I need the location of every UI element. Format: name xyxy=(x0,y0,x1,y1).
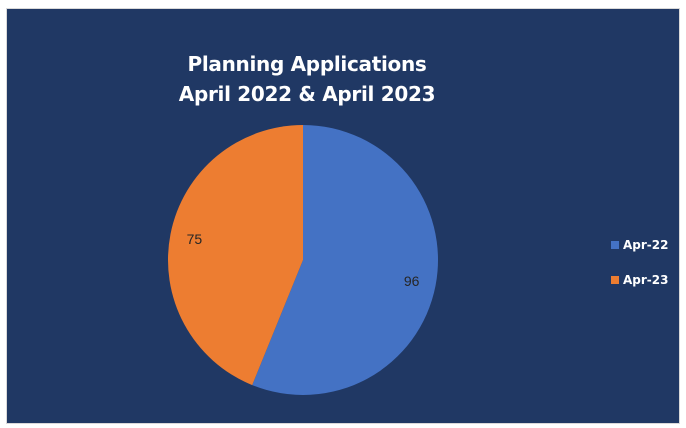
pie-slice-apr-22 xyxy=(252,125,439,395)
legend-item-apr-23: Apr-23 xyxy=(611,270,668,290)
legend-label-apr-22: Apr-22 xyxy=(623,238,669,252)
legend-swatch-apr-23 xyxy=(611,276,619,284)
chart-title: Planning Applications April 2022 & April… xyxy=(7,49,607,109)
legend-label-apr-23: Apr-23 xyxy=(623,273,669,287)
pie-slice-apr-23 xyxy=(168,125,303,386)
data-label-apr-23: 75 xyxy=(187,231,203,247)
chart-title-line-1: Planning Applications xyxy=(187,52,427,76)
chart-title-line-2: April 2022 & April 2023 xyxy=(178,82,436,106)
legend: Apr-22 Apr-23 xyxy=(611,235,668,305)
pie-plot: 96 75 xyxy=(168,125,439,395)
chart-area: Planning Applications April 2022 & April… xyxy=(6,8,680,424)
data-label-apr-22: 96 xyxy=(404,273,420,289)
legend-item-apr-22: Apr-22 xyxy=(611,235,668,255)
legend-swatch-apr-22 xyxy=(611,241,619,249)
